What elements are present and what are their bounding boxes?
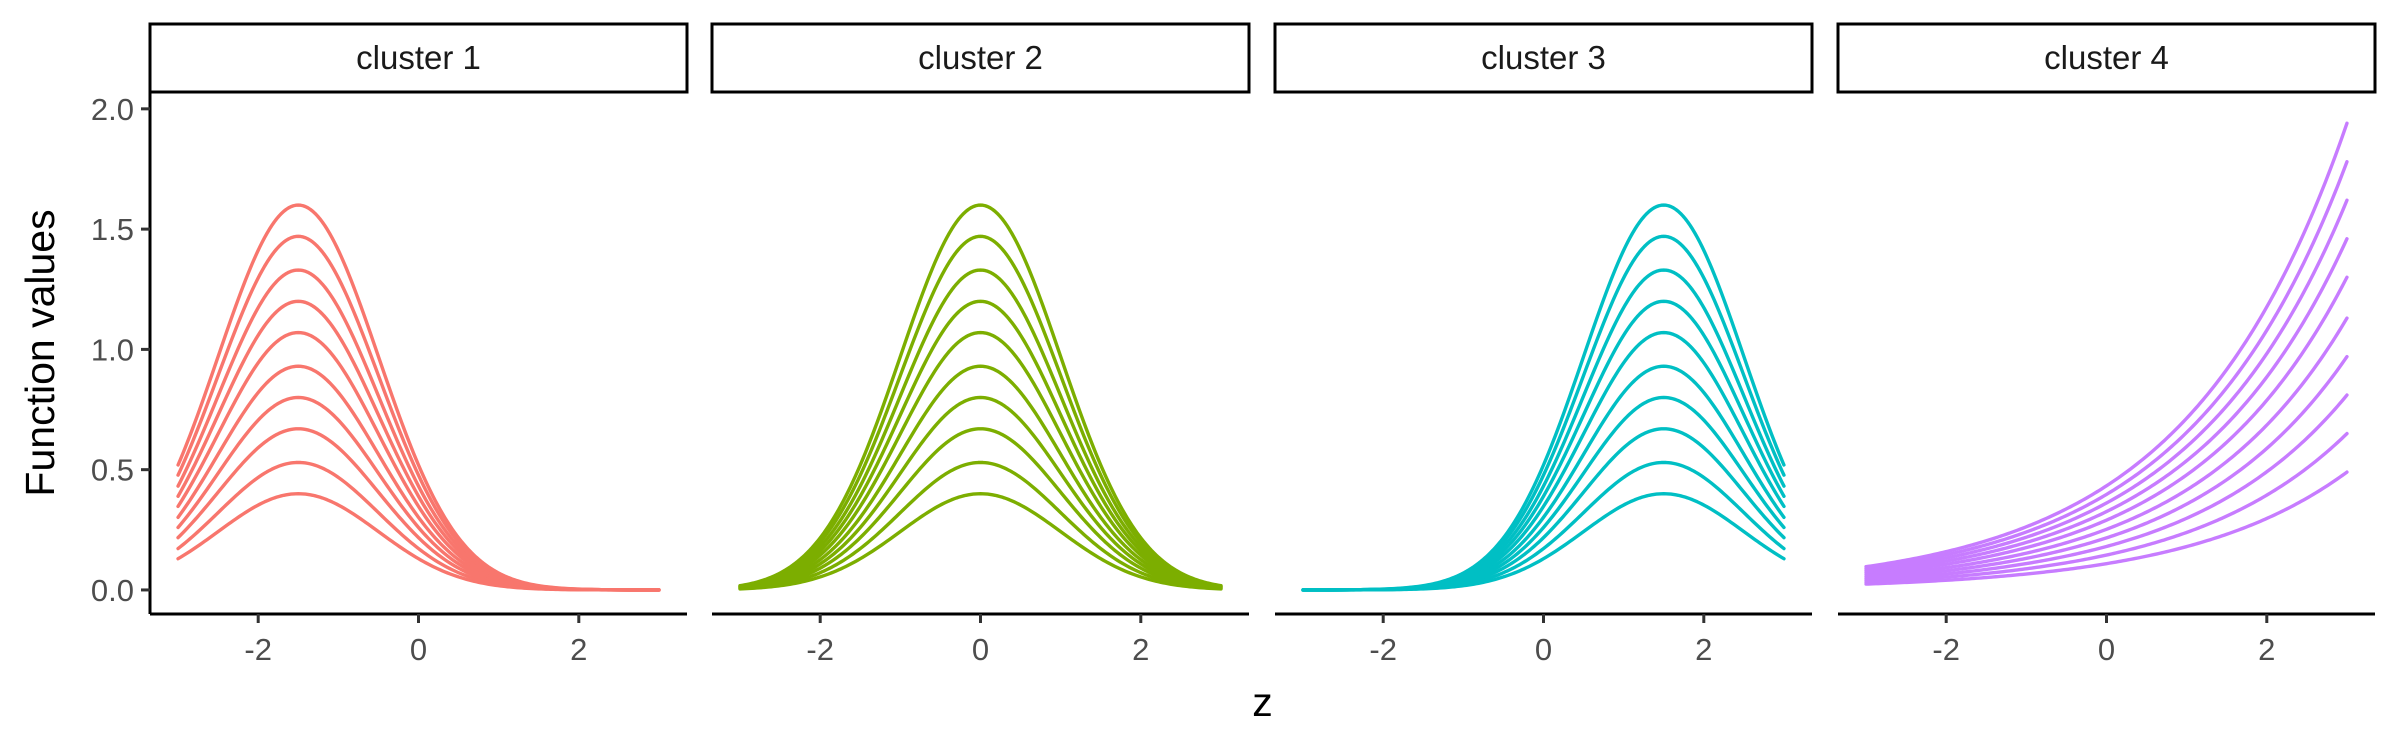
- curve-line: [738, 460, 1223, 591]
- curve-line: [1864, 275, 2349, 577]
- curve-line: [738, 395, 1223, 590]
- x-tick-label: 2: [1695, 632, 1712, 667]
- curve-line: [738, 364, 1223, 590]
- x-tick-label: -2: [244, 632, 272, 667]
- y-tick-label: 0.5: [91, 453, 134, 488]
- curve-line: [738, 299, 1223, 589]
- curve-line: [1864, 393, 2349, 582]
- curve-line: [1864, 354, 2349, 581]
- strip-box: [710, 22, 1251, 94]
- curve-line: [738, 427, 1223, 590]
- panel-2: cluster 2 -2 0 2: [710, 22, 1251, 667]
- strip-box: [1836, 22, 2377, 94]
- curve-line: [1301, 203, 1786, 592]
- x-tick-label: 0: [2098, 632, 2115, 667]
- y-tick-label: 2.0: [91, 92, 134, 127]
- x-axis-title: z: [1252, 679, 1273, 725]
- series-lines: [1864, 121, 2349, 586]
- y-tick-label: 1.5: [91, 212, 134, 247]
- strip-box: [1273, 22, 1814, 94]
- strip-label: cluster 2: [918, 39, 1043, 76]
- series-lines: [1301, 203, 1786, 592]
- curve-line: [738, 234, 1223, 588]
- curve-line: [1864, 121, 2349, 569]
- curve-line: [738, 330, 1223, 589]
- x-tick-label: 0: [1535, 632, 1552, 667]
- curve-line: [1864, 431, 2349, 584]
- curve-line: [738, 203, 1223, 588]
- x-tick-label: 0: [972, 632, 989, 667]
- x-tick-label: -2: [806, 632, 834, 667]
- x-tick-label: 2: [570, 632, 587, 667]
- x-tick-label: -2: [1932, 632, 1960, 667]
- curve-line: [1864, 470, 2349, 586]
- strip-box: [148, 22, 689, 94]
- series-lines: [738, 203, 1223, 591]
- strip-label: cluster 3: [1481, 39, 1606, 76]
- curve-line: [738, 492, 1223, 591]
- y-axis-title: Function values: [17, 209, 63, 496]
- curve-line: [738, 268, 1223, 589]
- curve-line: [1864, 237, 2349, 575]
- panel-1: cluster 1 -2 0 2: [148, 22, 689, 667]
- y-tick-label: 0.0: [91, 573, 134, 608]
- curve-line: [1864, 316, 2349, 579]
- curve-line: [176, 203, 661, 592]
- x-tick-label: 2: [1132, 632, 1149, 667]
- strip-label: cluster 1: [356, 39, 481, 76]
- x-tick-label: -2: [1369, 632, 1397, 667]
- curve-line: [1864, 160, 2349, 571]
- strip-label: cluster 4: [2044, 39, 2169, 76]
- x-tick-label: 0: [410, 632, 427, 667]
- series-lines: [176, 203, 661, 592]
- y-axis: 0.0 0.5 1.0 1.5 2.0: [91, 92, 152, 614]
- panel-4: cluster 4 -2 0 2: [1836, 22, 2377, 667]
- curve-line: [1864, 198, 2349, 573]
- x-tick-label: 2: [2258, 632, 2275, 667]
- y-tick-label: 1.0: [91, 332, 134, 367]
- panel-3: cluster 3 -2 0 2: [1273, 22, 1814, 667]
